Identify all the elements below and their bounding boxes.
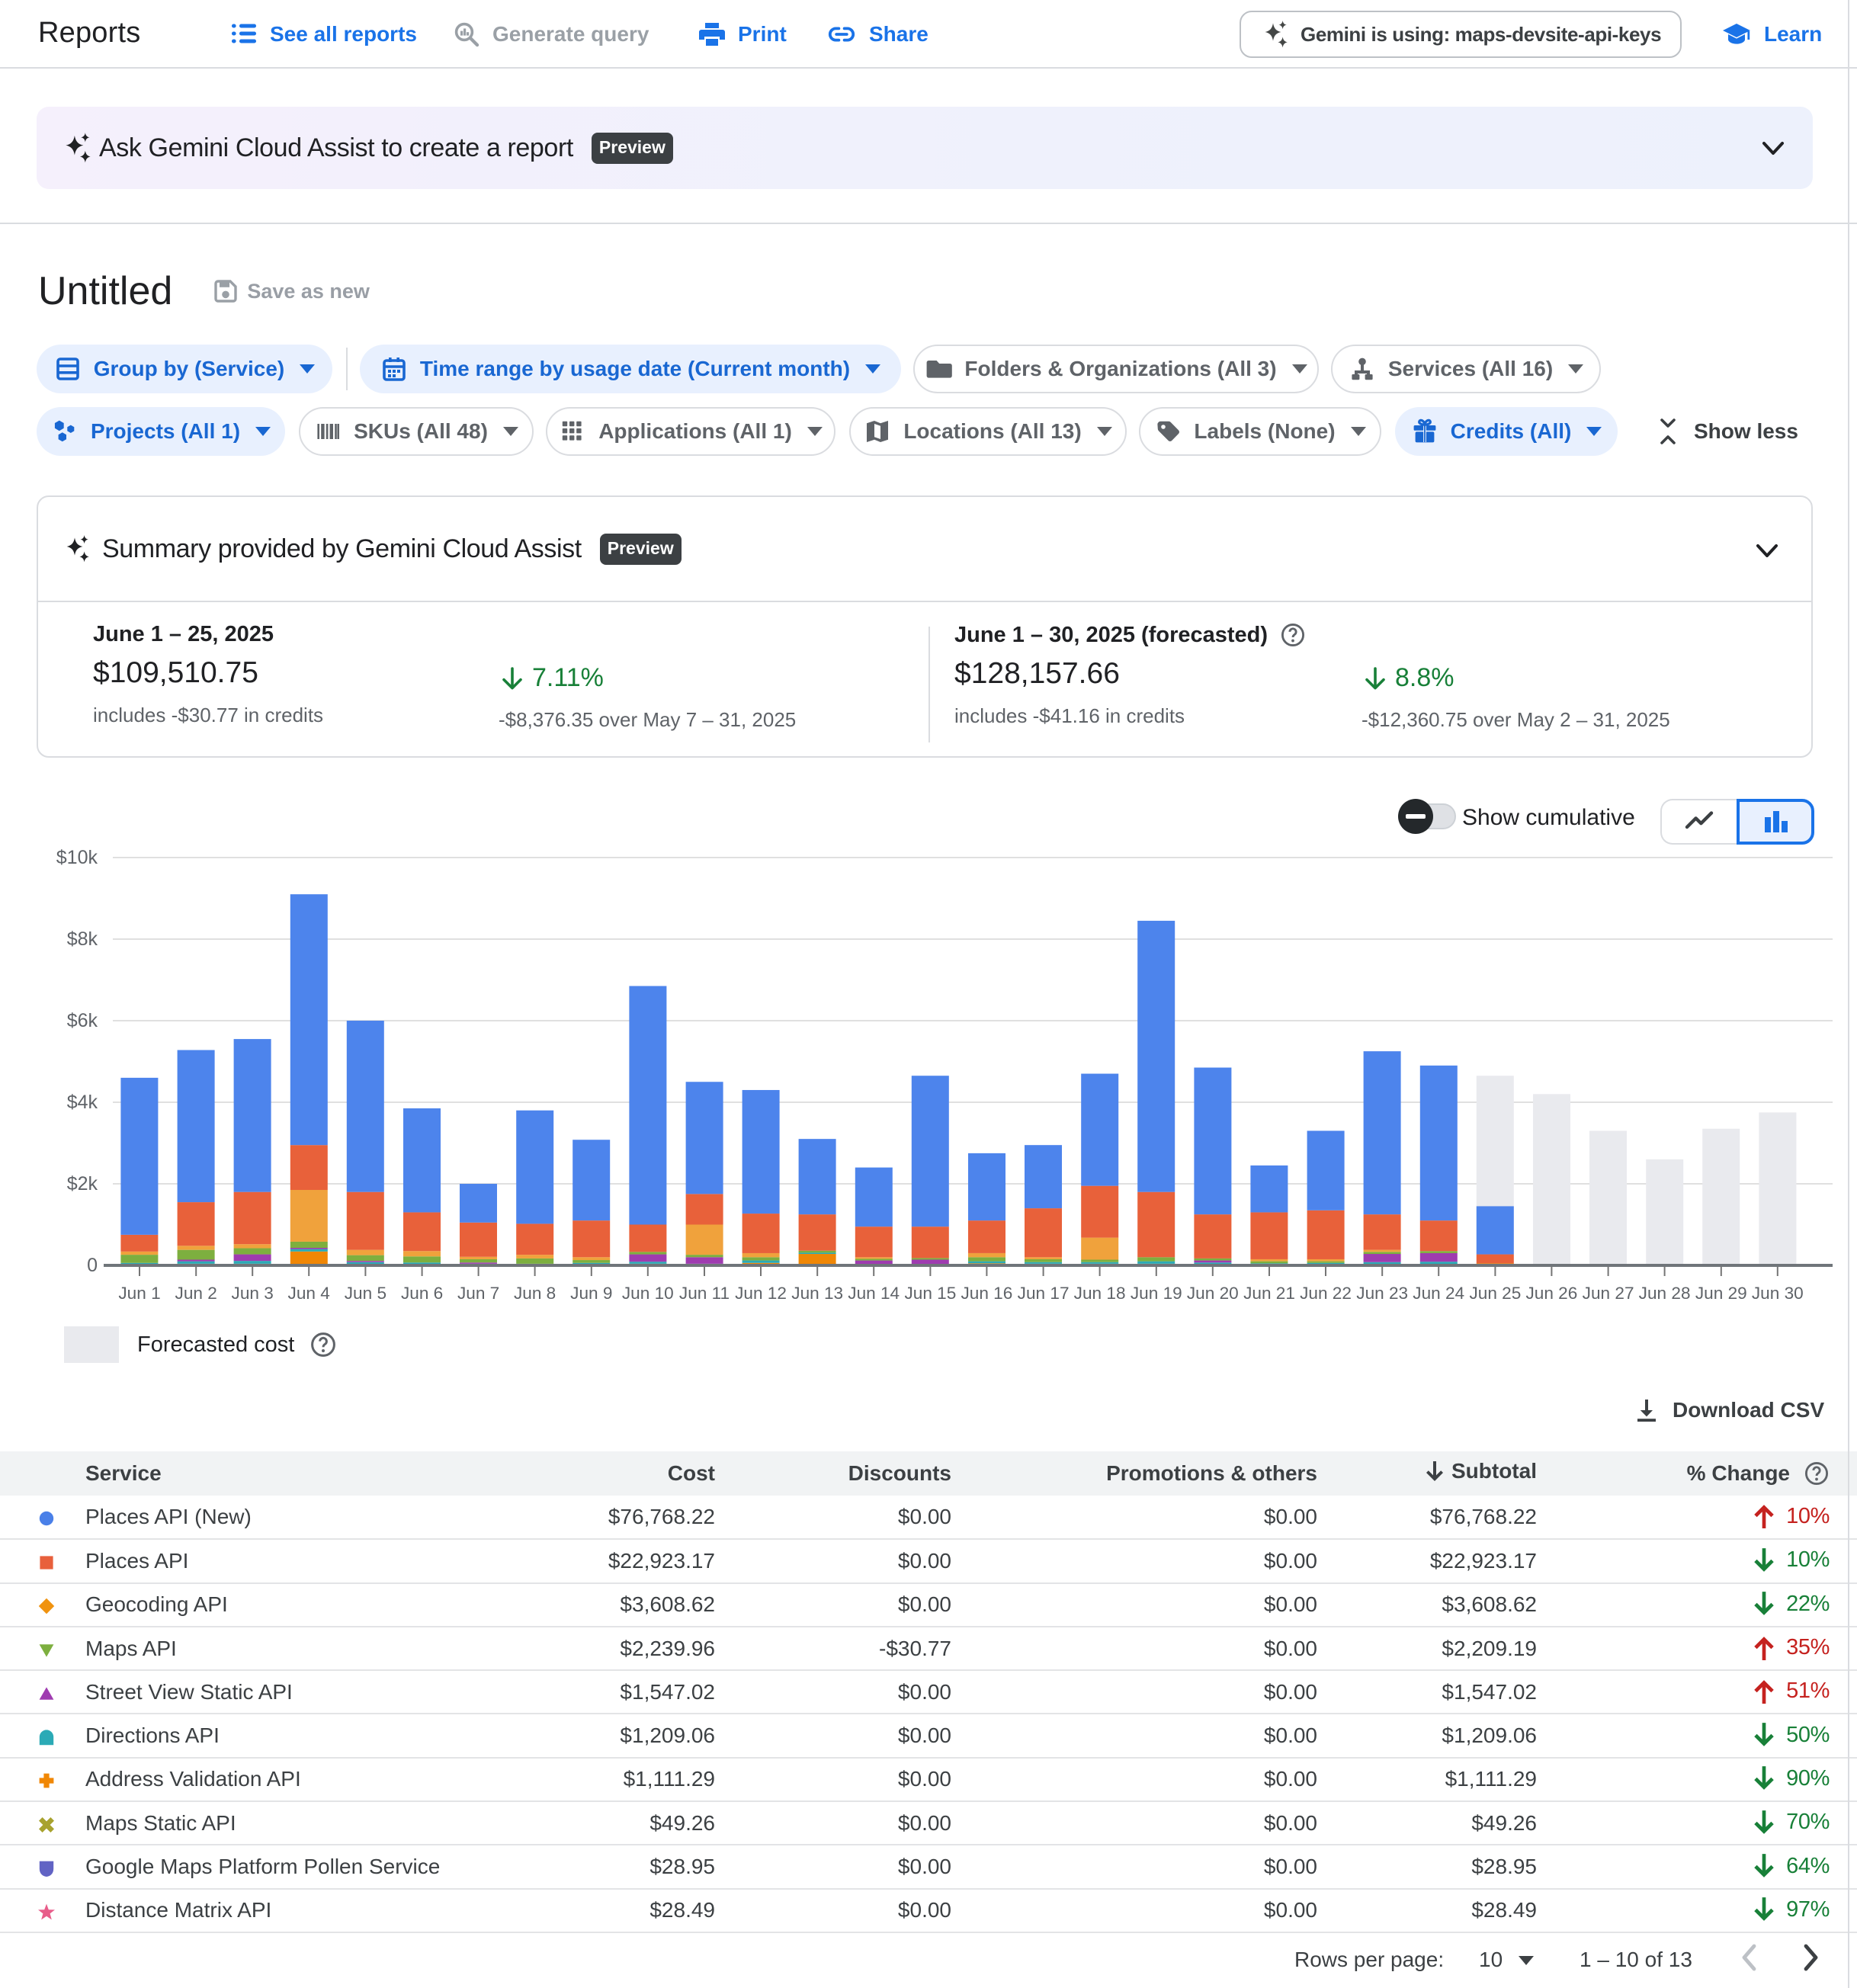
svg-text:Jun 13: Jun 13 [791,1284,843,1303]
svg-text:Jun 30: Jun 30 [1752,1284,1804,1303]
svg-text:Jun 12: Jun 12 [735,1284,787,1303]
svg-text:$6k: $6k [67,1010,98,1031]
svg-text:Jun 20: Jun 20 [1187,1284,1239,1303]
svg-text:Jun 18: Jun 18 [1074,1284,1126,1303]
svg-text:Jun 11: Jun 11 [679,1284,730,1303]
svg-text:Jun 3: Jun 3 [232,1284,274,1303]
svg-text:Jun 27: Jun 27 [1583,1284,1634,1303]
svg-text:Jun 16: Jun 16 [961,1284,1012,1303]
svg-text:$2k: $2k [67,1173,98,1194]
svg-text:0: 0 [87,1255,98,1276]
svg-text:Jun 14: Jun 14 [848,1284,900,1303]
svg-text:Jun 7: Jun 7 [457,1284,499,1303]
svg-text:Jun 10: Jun 10 [622,1284,674,1303]
svg-text:Jun 26: Jun 26 [1525,1284,1577,1303]
svg-text:Jun 19: Jun 19 [1131,1284,1182,1303]
svg-text:Jun 5: Jun 5 [345,1284,386,1303]
svg-text:Jun 22: Jun 22 [1300,1284,1352,1303]
svg-text:Jun 21: Jun 21 [1243,1284,1295,1303]
svg-text:Jun 4: Jun 4 [288,1284,330,1303]
svg-text:Jun 8: Jun 8 [514,1284,556,1303]
svg-text:Jun 2: Jun 2 [175,1284,217,1303]
svg-text:$8k: $8k [67,928,98,950]
svg-text:Jun 25: Jun 25 [1469,1284,1521,1303]
svg-text:$4k: $4k [67,1092,98,1113]
svg-text:Jun 17: Jun 17 [1018,1284,1070,1303]
svg-text:Jun 29: Jun 29 [1695,1284,1747,1303]
svg-text:Jun 1: Jun 1 [118,1284,160,1303]
svg-text:$10k: $10k [56,847,98,868]
svg-text:Jun 23: Jun 23 [1356,1284,1408,1303]
svg-text:Jun 15: Jun 15 [904,1284,956,1303]
svg-text:Jun 9: Jun 9 [570,1284,612,1303]
svg-text:Jun 6: Jun 6 [401,1284,443,1303]
svg-text:Jun 28: Jun 28 [1639,1284,1691,1303]
svg-text:Jun 24: Jun 24 [1413,1284,1464,1303]
